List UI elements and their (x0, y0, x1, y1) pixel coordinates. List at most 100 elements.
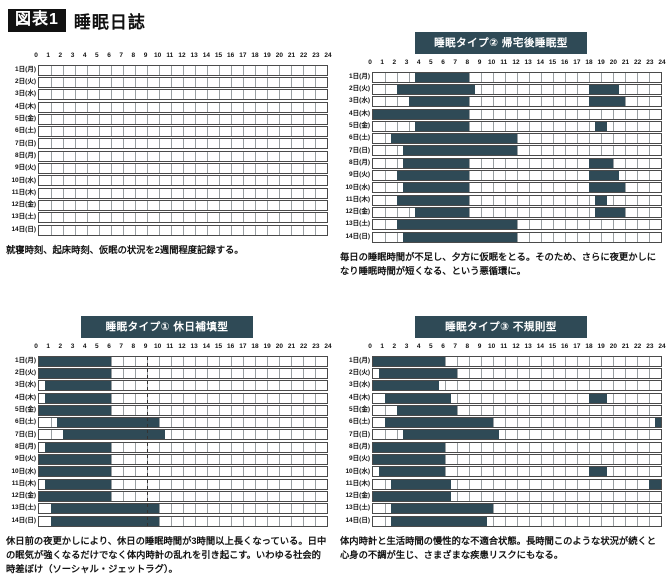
day-track[interactable] (372, 380, 662, 392)
day-track[interactable] (38, 478, 328, 490)
table-row: 12日(金) (340, 206, 662, 218)
day-track[interactable] (372, 490, 662, 502)
hour-tick-label: 8 (465, 59, 470, 66)
day-track[interactable] (38, 429, 328, 441)
day-track[interactable] (372, 466, 662, 478)
table-row: 6日(土) (340, 132, 662, 145)
hour-gridlines (39, 151, 327, 161)
day-track[interactable] (372, 83, 662, 95)
day-track[interactable] (38, 163, 328, 175)
day-track[interactable] (38, 404, 328, 416)
day-track[interactable] (372, 503, 662, 515)
day-track[interactable] (372, 231, 662, 243)
hour-tick-label: 18 (251, 52, 259, 59)
sleep-block (649, 479, 661, 489)
day-track[interactable] (38, 89, 328, 101)
hour-tick-label: 18 (585, 59, 593, 66)
table-row: 11日(木) (6, 187, 328, 199)
day-track[interactable] (38, 138, 328, 150)
hour-tick-label: 15 (548, 343, 557, 350)
day-track[interactable] (38, 76, 328, 88)
day-track[interactable] (372, 367, 662, 379)
hour-tick-label: 1 (380, 59, 384, 66)
day-track[interactable] (38, 454, 328, 466)
day-track[interactable] (38, 187, 328, 199)
day-track[interactable] (372, 120, 662, 132)
day-label: 12日(金) (345, 208, 370, 216)
day-label: 11日(木) (11, 479, 36, 487)
day-track[interactable] (372, 182, 662, 194)
day-track[interactable] (372, 96, 662, 108)
day-label: 13日(土) (345, 220, 370, 228)
day-track[interactable] (372, 392, 662, 404)
hour-tick-label: 3 (404, 59, 409, 66)
hour-tick-label: 23 (312, 343, 320, 350)
hour-gridlines (39, 176, 327, 186)
hour-tick-label: 16 (227, 343, 235, 350)
day-label: 10日(水) (11, 176, 36, 184)
table-row: 5日(金) (340, 120, 662, 132)
day-track[interactable] (372, 441, 662, 453)
day-track[interactable] (372, 515, 662, 527)
hour-tick-label: 12 (178, 343, 186, 350)
table-row: 1日(月) (6, 355, 328, 367)
table-row: 1日(月) (340, 355, 662, 367)
day-track[interactable] (372, 206, 662, 218)
day-track[interactable] (38, 392, 328, 404)
day-track[interactable] (38, 503, 328, 515)
day-track[interactable] (372, 145, 662, 157)
day-track[interactable] (372, 454, 662, 466)
hour-gridlines (39, 213, 327, 223)
day-track[interactable] (38, 490, 328, 502)
day-label: 7日(日) (15, 430, 36, 438)
day-track[interactable] (38, 515, 328, 527)
day-track[interactable] (372, 355, 662, 367)
day-track[interactable] (372, 429, 662, 441)
hour-tick-label: 6 (441, 59, 445, 66)
table-row: 2日(火) (340, 83, 662, 95)
day-label: 14日(日) (345, 232, 370, 240)
day-track[interactable] (38, 150, 328, 162)
hour-tick-label: 19 (597, 59, 605, 66)
hour-tick-label: 16 (561, 59, 569, 66)
day-track[interactable] (372, 108, 662, 120)
day-track[interactable] (372, 404, 662, 416)
day-track[interactable] (38, 355, 328, 367)
hour-tick-label: 24 (324, 343, 332, 350)
day-track[interactable] (38, 126, 328, 138)
table-row: 7日(日) (340, 429, 662, 441)
hour-gridlines (39, 127, 327, 137)
reference-line (147, 368, 148, 378)
day-track[interactable] (38, 441, 328, 453)
day-track[interactable] (38, 367, 328, 379)
day-track[interactable] (38, 466, 328, 478)
day-track[interactable] (372, 194, 662, 206)
day-track[interactable] (372, 417, 662, 429)
table-row: 3日(水) (6, 380, 328, 392)
day-track[interactable] (38, 101, 328, 113)
day-track[interactable] (372, 219, 662, 231)
day-track[interactable] (372, 170, 662, 182)
day-track[interactable] (38, 212, 328, 224)
day-track[interactable] (38, 175, 328, 187)
sleep-block (403, 183, 469, 193)
hour-tick-label: 9 (143, 52, 148, 59)
day-track[interactable] (38, 224, 328, 236)
day-track[interactable] (38, 380, 328, 392)
reference-line (147, 442, 148, 452)
hour-tick-label: 2 (58, 52, 63, 59)
day-label: 1日(月) (15, 356, 36, 364)
sleep-block (391, 516, 487, 526)
day-track[interactable] (372, 133, 662, 145)
day-track[interactable] (38, 199, 328, 211)
sleep-block (397, 171, 469, 181)
day-track[interactable] (38, 64, 328, 76)
day-track[interactable] (372, 71, 662, 83)
table-row: 5日(金) (6, 113, 328, 125)
day-track[interactable] (372, 478, 662, 490)
hour-tick-label: 13 (190, 343, 198, 350)
day-track[interactable] (372, 157, 662, 169)
day-track[interactable] (38, 417, 328, 429)
hour-tick-label: 5 (95, 52, 99, 59)
day-track[interactable] (38, 113, 328, 125)
